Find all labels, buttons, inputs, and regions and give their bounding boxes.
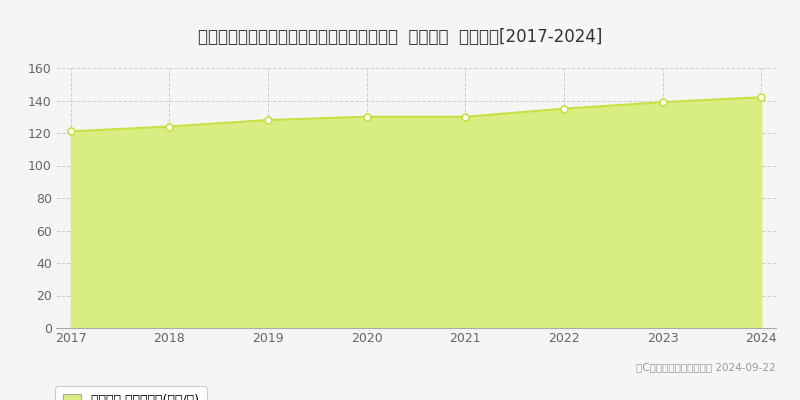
- Legend: 基準地価 平均坊単価(万円/坊): 基準地価 平均坊単価(万円/坊): [55, 386, 206, 400]
- Text: （C）土地価格ドットコム 2024-09-22: （C）土地価格ドットコム 2024-09-22: [636, 362, 776, 372]
- Text: 埼玉県さいたま市南区沼影１丁目５５番３外  基準地価  地価推移[2017-2024]: 埼玉県さいたま市南区沼影１丁目５５番３外 基準地価 地価推移[2017-2024…: [198, 28, 602, 46]
